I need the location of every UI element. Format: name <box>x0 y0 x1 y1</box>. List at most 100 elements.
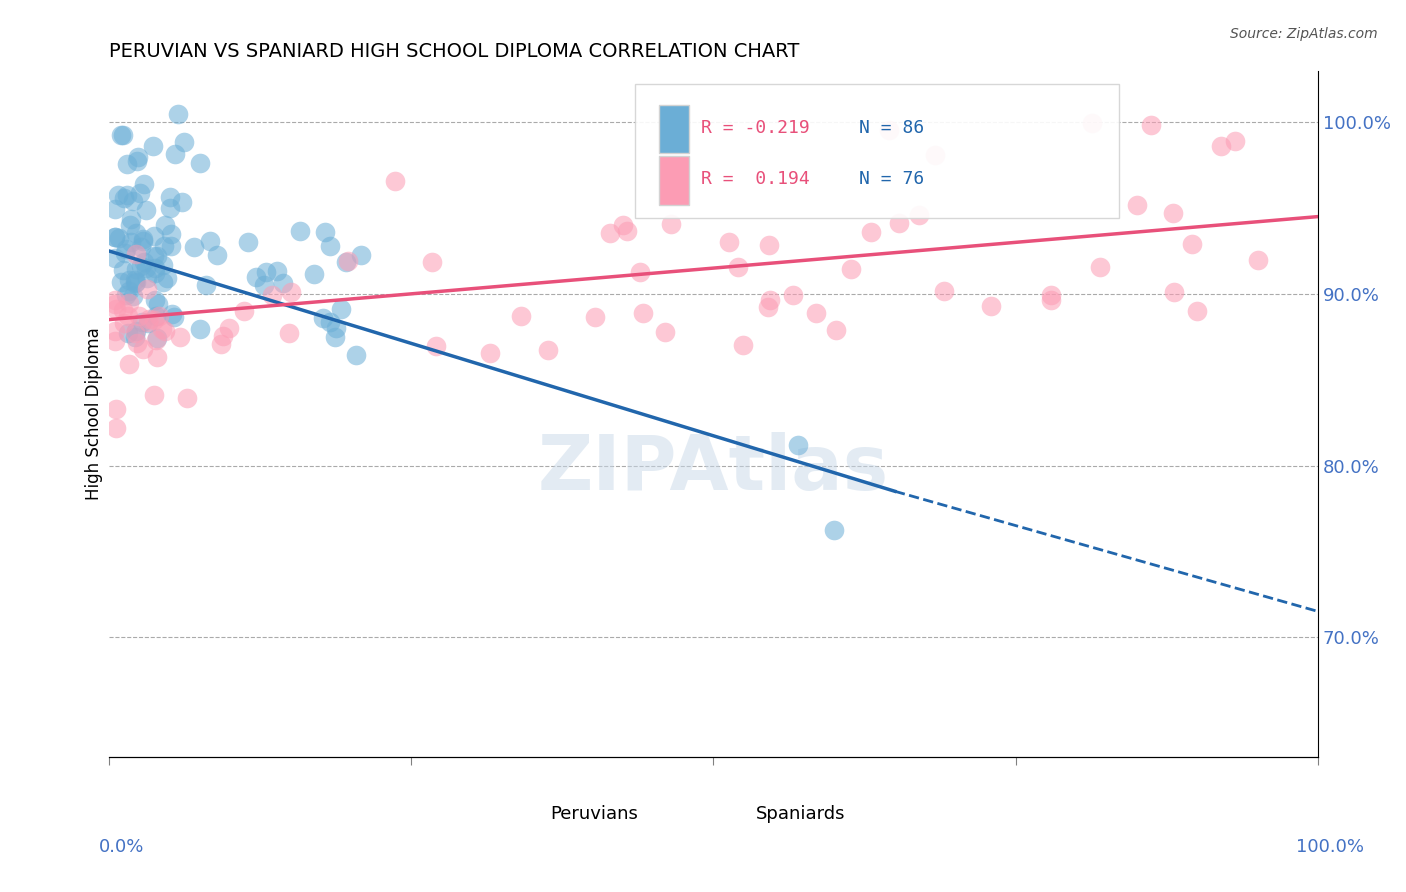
Point <box>110 275 132 289</box>
Point <box>143 266 166 280</box>
Point <box>114 245 136 260</box>
Point <box>152 275 174 289</box>
Point <box>1088 260 1111 274</box>
Point <box>112 191 135 205</box>
Point <box>238 235 260 250</box>
Text: Source: ZipAtlas.com: Source: ZipAtlas.com <box>1230 27 1378 41</box>
Point <box>654 326 676 340</box>
Point <box>756 300 779 314</box>
Point <box>823 523 845 537</box>
Point <box>1125 198 1147 212</box>
Point <box>104 202 127 217</box>
Point <box>325 321 347 335</box>
Point <box>195 277 218 292</box>
Point <box>146 297 169 311</box>
Point <box>1247 253 1270 268</box>
Point <box>112 128 135 143</box>
Point <box>122 194 145 208</box>
Point <box>104 334 127 349</box>
Text: R = -0.219: R = -0.219 <box>702 119 810 136</box>
Point <box>1163 285 1185 299</box>
Point <box>212 329 235 343</box>
Point <box>129 240 152 254</box>
Point <box>107 187 129 202</box>
Point <box>631 306 654 320</box>
Point <box>143 293 166 308</box>
Text: PERUVIAN VS SPANIARD HIGH SCHOOL DIPLOMA CORRELATION CHART: PERUVIAN VS SPANIARD HIGH SCHOOL DIPLOMA… <box>108 42 799 61</box>
Point <box>782 288 804 302</box>
Point <box>254 265 277 279</box>
Point <box>129 186 152 200</box>
Point <box>143 249 166 263</box>
Point <box>142 139 165 153</box>
Point <box>218 321 240 335</box>
Point <box>859 225 882 239</box>
Point <box>120 219 142 233</box>
Point <box>125 324 148 338</box>
FancyBboxPatch shape <box>636 85 1119 219</box>
Point <box>337 253 360 268</box>
Point <box>136 315 159 329</box>
Point <box>1211 138 1233 153</box>
Point <box>136 271 159 285</box>
Point <box>104 293 127 308</box>
Point <box>125 154 148 169</box>
Point <box>1187 304 1209 318</box>
Point <box>302 267 325 281</box>
Point <box>170 194 193 209</box>
Point <box>124 330 146 344</box>
Point <box>330 301 353 316</box>
Point <box>112 302 135 317</box>
Point <box>128 309 150 323</box>
Point <box>420 255 443 269</box>
Point <box>717 235 740 250</box>
Point <box>134 178 156 192</box>
Point <box>273 276 295 290</box>
FancyBboxPatch shape <box>659 105 689 153</box>
Point <box>344 348 367 362</box>
Point <box>104 297 127 311</box>
Point <box>659 218 682 232</box>
Text: N = 86: N = 86 <box>859 119 924 136</box>
Point <box>1161 206 1184 220</box>
Point <box>117 296 139 310</box>
Point <box>105 401 128 416</box>
Point <box>146 331 169 345</box>
Point <box>266 264 288 278</box>
Point <box>211 337 233 351</box>
Point <box>135 261 157 276</box>
Point <box>1181 237 1204 252</box>
Point <box>1081 116 1104 130</box>
Point <box>150 321 173 335</box>
Point <box>125 275 148 289</box>
Point <box>131 234 153 248</box>
Point <box>136 317 159 331</box>
Point <box>350 248 373 262</box>
Point <box>335 255 357 269</box>
Point <box>176 391 198 405</box>
Text: 100.0%: 100.0% <box>1296 838 1364 856</box>
Point <box>153 325 176 339</box>
Point <box>115 288 138 302</box>
Point <box>253 278 276 293</box>
Point <box>118 273 141 287</box>
Point <box>1225 134 1247 148</box>
Point <box>825 323 848 337</box>
Point <box>115 187 138 202</box>
Point <box>233 303 256 318</box>
Point <box>908 208 931 222</box>
Text: R =  0.194: R = 0.194 <box>702 170 810 188</box>
Point <box>143 261 166 276</box>
Point <box>169 329 191 343</box>
Point <box>105 301 128 316</box>
Point <box>145 334 167 348</box>
Point <box>318 239 340 253</box>
Point <box>127 150 149 164</box>
Point <box>245 270 267 285</box>
FancyBboxPatch shape <box>713 778 744 816</box>
Point <box>478 345 501 359</box>
Point <box>323 329 346 343</box>
Point <box>188 156 211 170</box>
Point <box>143 388 166 402</box>
Point <box>160 307 183 321</box>
